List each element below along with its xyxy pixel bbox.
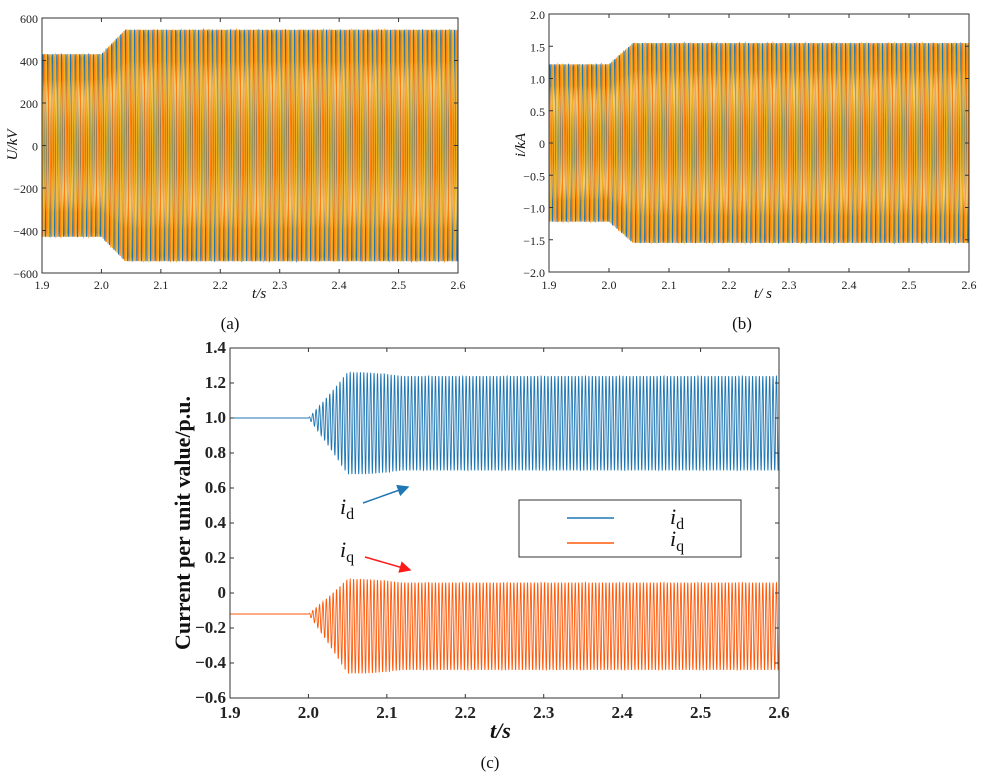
annotation-iq: iq xyxy=(340,537,412,573)
series-line-phase-a xyxy=(42,28,458,263)
panel-b-xticks: 1.9 2.0 2.1 2.2 2.3 2.4 2.5 2.6 xyxy=(542,14,977,292)
ytick-label: −0.2 xyxy=(195,618,226,637)
annotation-id-label: id xyxy=(340,494,354,523)
ytick-label: −1.0 xyxy=(523,202,545,216)
ytick-label: 0.4 xyxy=(205,513,227,532)
ytick-label: 2.0 xyxy=(530,8,545,22)
xtick-label: 1.9 xyxy=(219,703,240,722)
series-line-phase-c xyxy=(549,41,969,245)
series-line-phase-c xyxy=(42,27,458,264)
xtick-label: 1.9 xyxy=(542,278,557,292)
xtick-label: 2.5 xyxy=(391,278,406,292)
xtick-label: 2.2 xyxy=(722,278,737,292)
ytick-label: 1.0 xyxy=(530,73,545,87)
legend-label-id: id xyxy=(670,504,684,533)
panel-b-ylabel: i/kA xyxy=(513,132,529,157)
panel-b-caption: (b) xyxy=(732,314,752,333)
ytick-label: −0.5 xyxy=(523,169,545,183)
xtick-label: 2.1 xyxy=(662,278,677,292)
panel-c-caption: (c) xyxy=(481,753,500,772)
xtick-label: 2.0 xyxy=(94,278,109,292)
ytick-label: 1.2 xyxy=(205,373,226,392)
series-line-phase-b xyxy=(42,27,458,263)
series-line-iq xyxy=(230,578,779,674)
panel-b-curves xyxy=(549,41,969,245)
panel-c-xticks: 1.9 2.0 2.1 2.2 2.3 2.4 2.5 2.6 xyxy=(219,348,790,722)
panel-c: 1.4 1.2 1.0 0.8 0.6 0.4 0.2 0 −0.2 −0.4 −0.6 1.9 2.… xyxy=(170,338,790,772)
ytick-label: 0 xyxy=(539,137,545,151)
xtick-label: 2.3 xyxy=(533,703,554,722)
xtick-label: 2.5 xyxy=(690,703,711,722)
ytick-label: −0.4 xyxy=(195,653,226,672)
xtick-label: 2.5 xyxy=(902,278,917,292)
ytick-label: 200 xyxy=(20,97,38,111)
ytick-label: 0.2 xyxy=(205,548,226,567)
ytick-label: 400 xyxy=(20,55,38,69)
panel-a-ylabel: U/kV xyxy=(5,128,21,161)
ytick-label: 0 xyxy=(218,583,227,602)
panel-b: 2.01.51.00.50−0.5−1.0−1.5−2.0 1.9 2.0 2.1 2… xyxy=(513,8,977,333)
ytick-label: 1.0 xyxy=(205,408,226,427)
panel-a-xlabel: t/s xyxy=(252,286,266,302)
panel-a-caption: (a) xyxy=(221,314,240,333)
annotation-iq-arrow xyxy=(364,556,412,573)
legend: id iq xyxy=(518,499,742,558)
panel-a: 600 400 200 0 −200 −400 −600 1.9 2.0 2.1 2.2 2.3 2.… xyxy=(5,12,466,333)
ytick-label: 0.8 xyxy=(205,443,226,462)
ytick-label: 0.5 xyxy=(530,105,545,119)
ytick-label: 600 xyxy=(20,12,38,26)
ytick-label: −1.5 xyxy=(523,234,545,248)
ytick-label: −400 xyxy=(13,225,38,239)
xtick-label: 2.4 xyxy=(612,703,634,722)
panel-a-curves xyxy=(42,27,458,264)
annotation-id: id xyxy=(340,484,410,523)
series-line-id xyxy=(230,371,779,475)
ytick-label: 1.4 xyxy=(205,338,227,357)
xtick-label: 2.4 xyxy=(332,278,347,292)
ytick-label: −600 xyxy=(13,267,38,281)
panel-c-xlabel: t/s xyxy=(490,718,511,743)
ytick-label: 0.6 xyxy=(205,478,226,497)
ytick-label: 0 xyxy=(32,140,38,154)
legend-box xyxy=(518,499,742,558)
xtick-label: 2.2 xyxy=(213,278,228,292)
xtick-label: 2.6 xyxy=(451,278,466,292)
panel-a-yticks: 600 400 200 0 −200 −400 −600 xyxy=(13,12,458,281)
xtick-label: 2.3 xyxy=(782,278,797,292)
panel-c-yticks: 1.4 1.2 1.0 0.8 0.6 0.4 0.2 0 −0.2 −0.4 −0.6 xyxy=(195,338,779,707)
panel-b-xlabel: t/ s xyxy=(754,286,772,302)
xtick-label: 2.3 xyxy=(272,278,287,292)
xtick-label: 1.9 xyxy=(35,278,50,292)
panel-c-ylabel: Current per unit value/p.u. xyxy=(170,396,195,650)
annotation-iq-label: iq xyxy=(340,537,354,566)
series-line-phase-b xyxy=(549,41,969,245)
xtick-label: 2.1 xyxy=(376,703,397,722)
xtick-label: 2.6 xyxy=(768,703,789,722)
ytick-label: −2.0 xyxy=(523,266,545,280)
xtick-label: 2.1 xyxy=(153,278,168,292)
annotation-id-arrow xyxy=(362,484,410,504)
panel-b-yticks: 2.0 1.5 1.0 0.5 0 −0.5 −1.0 −1.5 −2.0 xyxy=(523,8,969,280)
xtick-label: 2.2 xyxy=(455,703,476,722)
xtick-label: 2.6 xyxy=(962,278,977,292)
xtick-label: 2.4 xyxy=(842,278,857,292)
panel-a-xticks: 1.9 2.0 2.1 2.2 2.3 2.4 2.5 2.6 xyxy=(35,18,466,292)
ytick-label: −0.6 xyxy=(195,688,226,707)
ytick-label: 1.5 xyxy=(530,40,545,54)
xtick-label: 2.0 xyxy=(298,703,319,722)
panel-c-curves xyxy=(230,371,779,674)
legend-label-iq: iq xyxy=(670,526,684,555)
ytick-label: −200 xyxy=(13,182,38,196)
xtick-label: 2.0 xyxy=(602,278,617,292)
series-line-phase-a xyxy=(549,41,969,245)
